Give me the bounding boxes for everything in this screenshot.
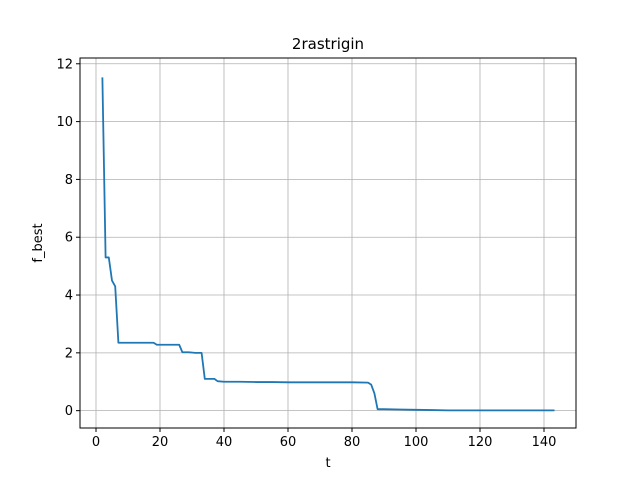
chart-title: 2rastrigin	[292, 35, 364, 53]
x-tick-label: 120	[468, 435, 493, 450]
y-tick-label: 6	[65, 231, 73, 246]
x-tick-label: 100	[404, 435, 429, 450]
x-tick-label: 20	[152, 435, 169, 450]
ticks: 0 20 40 60 80 100 120 140 0 2 4 6 8 10 12	[56, 57, 556, 450]
x-tick-label: 60	[280, 435, 297, 450]
x-tick-label: 0	[92, 435, 100, 450]
y-tick-label: 0	[65, 404, 73, 419]
plot-frame	[79, 57, 577, 429]
series-line	[101, 77, 555, 412]
y-tick-label: 4	[65, 289, 73, 304]
series-layer	[101, 77, 555, 412]
y-tick-label: 2	[65, 346, 73, 361]
grid	[80, 58, 576, 428]
x-tick-label: 80	[344, 435, 361, 450]
y-tick-label: 12	[56, 57, 73, 72]
y-axis-label: f_best	[31, 223, 46, 262]
y-tick-label: 10	[56, 115, 73, 130]
x-tick-label: 40	[216, 435, 233, 450]
x-axis-label: t	[325, 456, 330, 471]
y-tick-label: 8	[65, 173, 73, 188]
x-tick-label: 140	[532, 435, 557, 450]
